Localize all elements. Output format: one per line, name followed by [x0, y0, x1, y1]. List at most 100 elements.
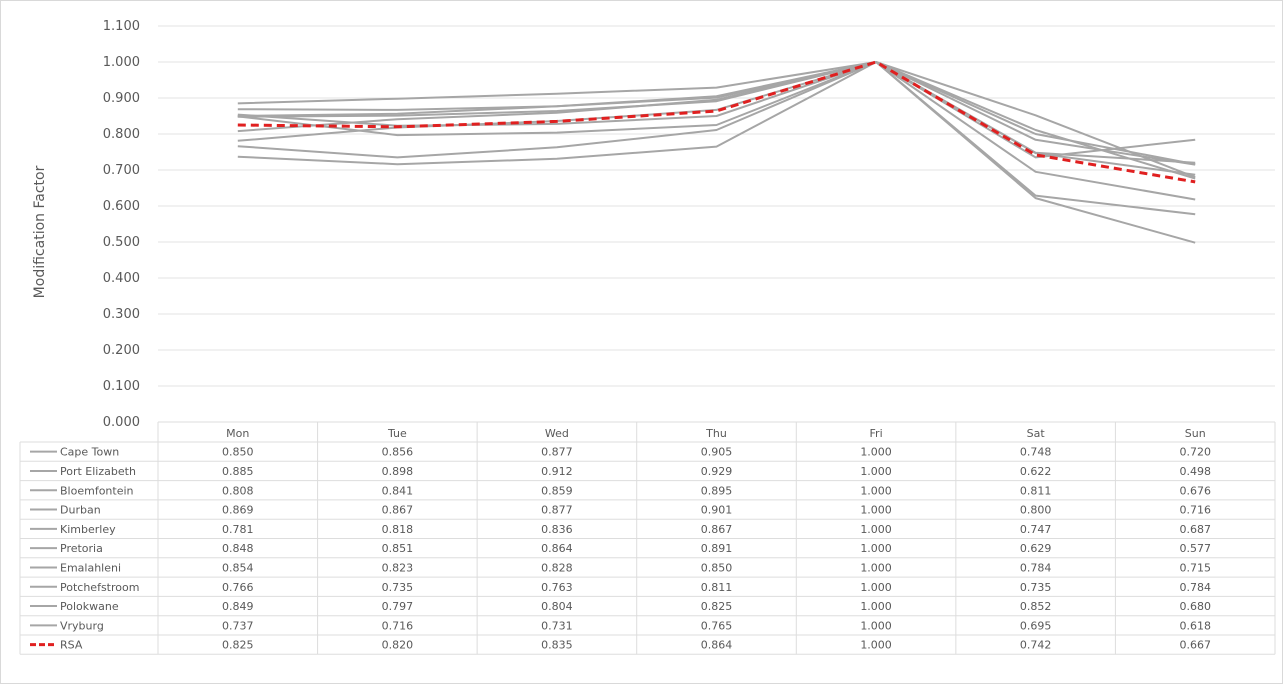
data-label: 0.849 — [222, 600, 254, 613]
legend-label-vryburg: Vryburg — [60, 619, 104, 632]
series-line-potchefstroom — [237, 61, 1196, 159]
y-tick-label: 0.700 — [103, 163, 140, 178]
data-label: 0.823 — [382, 561, 414, 574]
data-label: 0.737 — [222, 619, 254, 632]
legend-label-rsa: RSA — [60, 639, 83, 652]
data-label: 0.891 — [701, 542, 733, 555]
data-label: 0.864 — [541, 542, 573, 555]
y-axis-title: Modification Factor — [32, 165, 48, 298]
x-category-label: Wed — [545, 427, 569, 440]
data-label: 0.797 — [382, 600, 414, 613]
y-tick-label: 1.000 — [103, 55, 140, 70]
x-category-label: Sun — [1185, 427, 1206, 440]
data-label: 0.735 — [382, 581, 414, 594]
data-label: 0.731 — [541, 619, 573, 632]
data-label: 0.850 — [701, 561, 733, 574]
data-label: 0.869 — [222, 504, 254, 517]
y-tick-label: 0.400 — [103, 271, 140, 286]
data-label: 0.498 — [1179, 465, 1211, 478]
data-label: 0.808 — [222, 484, 254, 497]
data-label: 0.618 — [1179, 619, 1211, 632]
data-label: 0.820 — [382, 639, 414, 652]
data-label: 0.735 — [1020, 581, 1052, 594]
data-label: 1.000 — [860, 619, 892, 632]
data-label: 0.877 — [541, 504, 573, 517]
data-label: 0.856 — [382, 446, 414, 459]
legend-label-kimberley: Kimberley — [60, 523, 116, 536]
data-label: 0.748 — [1020, 446, 1052, 459]
legend-label-bloemfontein: Bloemfontein — [60, 484, 134, 497]
y-tick-label: 0.600 — [103, 199, 140, 214]
data-label: 1.000 — [860, 561, 892, 574]
x-category-label: Thu — [705, 427, 727, 440]
data-label: 0.848 — [222, 542, 254, 555]
data-label: 0.864 — [701, 639, 733, 652]
y-axis-tick-labels: 0.000 0.100 0.200 0.300 0.400 0.500 0.600 0.700… — [103, 19, 140, 430]
data-label: 0.784 — [1179, 581, 1211, 594]
data-label: 0.811 — [1020, 484, 1052, 497]
legend-label-port-elizabeth: Port Elizabeth — [60, 465, 136, 478]
data-label: 1.000 — [860, 639, 892, 652]
data-label: 0.676 — [1179, 484, 1211, 497]
y-tick-label: 0.300 — [103, 307, 140, 322]
data-label: 1.000 — [860, 484, 892, 497]
data-label: 0.695 — [1020, 619, 1052, 632]
data-label: 0.716 — [1179, 504, 1211, 517]
legend-label-emalahleni: Emalahleni — [60, 561, 121, 574]
data-label: 0.852 — [1020, 600, 1052, 613]
data-label: 0.784 — [1020, 561, 1052, 574]
legend-label-cape-town: Cape Town — [60, 446, 119, 459]
data-label: 0.687 — [1179, 523, 1211, 536]
data-table: Mon Tue Wed Thu Fri Sat Sun Cape Town 0.850 0.856… — [19, 421, 1276, 655]
data-label: 0.885 — [222, 465, 254, 478]
data-label: 0.898 — [382, 465, 414, 478]
data-label: 1.000 — [860, 465, 892, 478]
data-label: 0.804 — [541, 600, 573, 613]
data-label: 0.720 — [1179, 446, 1211, 459]
data-label: 0.825 — [701, 600, 733, 613]
data-label: 0.763 — [541, 581, 573, 594]
series-line-vryburg — [237, 61, 1196, 201]
data-label: 0.877 — [541, 446, 573, 459]
series-line-bloemfontein — [237, 61, 1196, 180]
y-tick-label: 1.100 — [103, 19, 140, 34]
y-tick-label: 0.900 — [103, 91, 140, 106]
data-label: 0.622 — [1020, 465, 1052, 478]
data-label: 0.742 — [1020, 639, 1052, 652]
data-label: 0.825 — [222, 639, 254, 652]
data-label: 0.854 — [222, 561, 254, 574]
series-line-durban — [237, 61, 1196, 166]
data-label: 0.577 — [1179, 542, 1211, 555]
legend-label-potchefstroom: Potchefstroom — [60, 581, 139, 594]
y-tick-label: 0.500 — [103, 235, 140, 250]
x-category-label: Mon — [226, 427, 249, 440]
data-label: 1.000 — [860, 600, 892, 613]
y-tick-label: 0.000 — [103, 415, 140, 430]
series-line-polokwane — [237, 61, 1196, 179]
data-label: 0.835 — [541, 639, 573, 652]
x-category-label: Sat — [1027, 427, 1046, 440]
data-label: 1.000 — [860, 581, 892, 594]
data-label: 0.850 — [222, 446, 254, 459]
legend-label-durban: Durban — [60, 504, 101, 517]
data-label: 1.000 — [860, 446, 892, 459]
data-label: 0.867 — [382, 504, 414, 517]
data-label: 0.895 — [701, 484, 733, 497]
data-label: 0.818 — [382, 523, 414, 536]
data-label: 0.765 — [701, 619, 733, 632]
legend-label-polokwane: Polokwane — [60, 600, 119, 613]
series-line-port-elizabeth — [237, 61, 1196, 244]
series-line-pretoria — [237, 61, 1196, 216]
data-label: 0.859 — [541, 484, 573, 497]
legend-label-pretoria: Pretoria — [60, 542, 103, 555]
data-label: 0.716 — [382, 619, 414, 632]
x-category-label: Tue — [387, 427, 407, 440]
y-tick-label: 0.800 — [103, 127, 140, 142]
data-label: 0.901 — [701, 504, 733, 517]
x-category-label: Fri — [870, 427, 883, 440]
data-label: 0.867 — [701, 523, 733, 536]
data-label: 0.629 — [1020, 542, 1052, 555]
series-line-rsa — [237, 60, 1196, 184]
